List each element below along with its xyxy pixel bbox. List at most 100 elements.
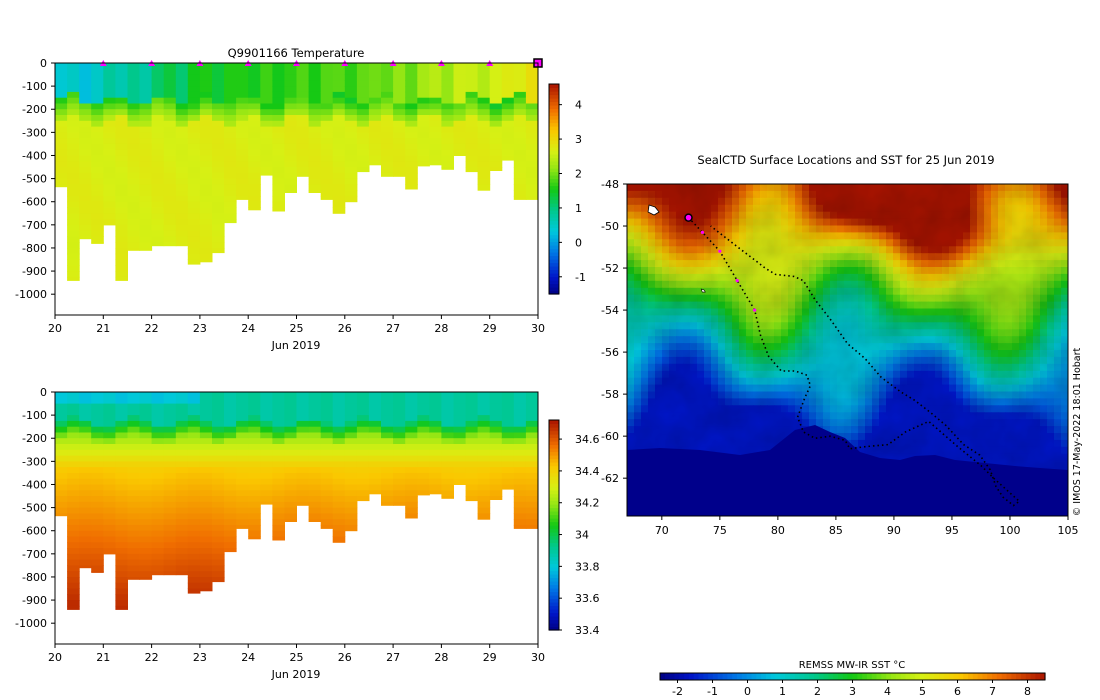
temperature-cell <box>67 276 80 281</box>
salinity-cell <box>525 415 538 422</box>
temperature-cell <box>477 126 491 133</box>
temperature-cell <box>260 161 273 168</box>
temperature-cell <box>115 63 128 70</box>
salinity-cell <box>199 432 213 439</box>
temperature-cell <box>272 207 285 212</box>
salinity-cell <box>272 501 285 509</box>
temperature-cell <box>513 149 527 156</box>
salinity-cell <box>284 426 297 433</box>
temperature-cell <box>163 80 177 87</box>
temperature-cell <box>393 86 406 93</box>
temperature-cell <box>501 155 515 161</box>
temperature-cell <box>139 230 153 237</box>
salinity-cell <box>332 461 346 468</box>
salinity-cell <box>465 467 479 474</box>
temperature-cell <box>332 190 346 197</box>
salinity-cell <box>115 594 128 601</box>
temperature-cell <box>525 184 538 191</box>
salinity-cell <box>79 449 92 457</box>
salinity-cell <box>248 420 261 428</box>
salinity-cell <box>296 409 310 416</box>
temperature-cell <box>441 155 454 162</box>
temperature-cell <box>248 109 261 116</box>
temperature-cell <box>139 195 153 203</box>
temperature-cell <box>489 115 503 122</box>
salinity-cell <box>344 496 358 503</box>
salinity-cell <box>356 432 370 439</box>
salinity-cell <box>248 432 261 439</box>
salinity-colorbar-step <box>549 437 559 442</box>
temperature-cell <box>525 195 538 200</box>
salinity-cell <box>320 490 334 497</box>
salinity-cell <box>151 548 165 555</box>
salinity-cell <box>441 415 454 422</box>
temperature-cell <box>441 80 454 87</box>
temperature-cell <box>187 161 201 168</box>
salinity-cell <box>513 478 527 485</box>
temperature-cell <box>453 149 467 156</box>
temperature-cell <box>163 224 177 232</box>
temperature-cell <box>381 138 394 145</box>
temperature-x-tick-label: 29 <box>483 322 497 335</box>
salinity-cell <box>67 577 80 584</box>
temperature-cell <box>344 115 358 122</box>
salinity-cell <box>296 420 310 428</box>
temperature-cell <box>199 74 213 81</box>
temperature-cell <box>441 103 454 110</box>
temperature-x-tick-label: 27 <box>386 322 400 335</box>
salinity-cell <box>248 455 261 462</box>
salinity-cell <box>501 478 515 485</box>
salinity-cell <box>236 472 249 480</box>
temperature-cell <box>284 161 297 168</box>
salinity-cell <box>236 426 249 433</box>
salinity-colorbar-step <box>549 619 559 624</box>
salinity-cell <box>513 472 527 480</box>
temperature-colorbar-step <box>549 171 559 176</box>
salinity-cell <box>127 444 141 451</box>
temperature-cell <box>429 97 442 104</box>
salinity-colorbar-step <box>549 521 559 526</box>
temperature-cell <box>67 207 80 214</box>
salinity-cell <box>296 496 310 503</box>
salinity-cell <box>513 519 527 526</box>
temperature-cell <box>151 126 165 133</box>
salinity-cell <box>513 420 527 428</box>
temperature-cell <box>151 219 165 226</box>
salinity-cell <box>441 409 454 416</box>
salinity-cell <box>67 536 80 543</box>
salinity-colorbar-label: 34.4 <box>575 465 600 478</box>
temperature-cell <box>308 149 322 156</box>
salinity-cell <box>489 438 503 445</box>
temperature-colorbar-step <box>549 269 559 274</box>
salinity-cell <box>103 548 116 555</box>
temperature-cell <box>91 109 104 116</box>
salinity-cell <box>272 490 285 497</box>
salinity-cell <box>513 444 527 451</box>
temperature-cell <box>187 172 201 180</box>
salinity-cell <box>187 392 201 399</box>
temperature-cell <box>284 115 297 122</box>
salinity-cell <box>308 467 322 474</box>
temperature-cell <box>465 126 479 133</box>
temperature-cell <box>513 178 527 185</box>
temperature-cell <box>151 242 165 247</box>
salinity-cell <box>127 553 141 561</box>
salinity-cell <box>55 455 68 462</box>
salinity-colorbar-step <box>549 462 559 467</box>
temperature-colorbar-step <box>549 168 559 173</box>
temperature-cell <box>393 91 406 99</box>
temperature-cell <box>139 63 153 70</box>
salinity-cell <box>284 444 297 451</box>
salinity-cell <box>236 513 249 520</box>
salinity-cell <box>55 444 68 451</box>
temperature-cell <box>405 97 418 104</box>
salinity-cell <box>393 490 406 497</box>
temperature-cell <box>151 63 165 70</box>
temperature-cell <box>441 149 454 156</box>
temperature-colorbar-step <box>549 108 559 113</box>
temperature-cell <box>55 126 68 133</box>
temperature-cell <box>332 97 346 104</box>
salinity-cell <box>393 496 406 503</box>
salinity-cell <box>151 513 165 520</box>
temperature-cell <box>199 120 213 128</box>
